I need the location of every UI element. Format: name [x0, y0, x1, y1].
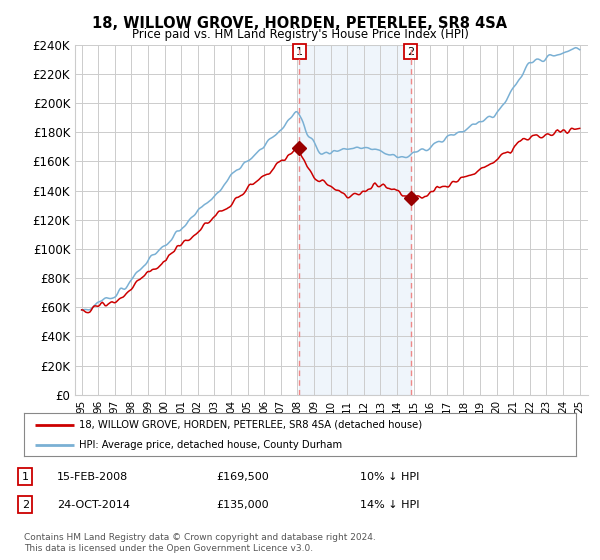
Text: 24-OCT-2014: 24-OCT-2014	[57, 500, 130, 510]
Text: 15-FEB-2008: 15-FEB-2008	[57, 472, 128, 482]
Text: Contains HM Land Registry data © Crown copyright and database right 2024.
This d: Contains HM Land Registry data © Crown c…	[24, 533, 376, 553]
Text: 2: 2	[22, 500, 29, 510]
Text: 1: 1	[296, 46, 303, 57]
Text: £169,500: £169,500	[216, 472, 269, 482]
Bar	[299, 45, 410, 395]
Text: 10% ↓ HPI: 10% ↓ HPI	[360, 472, 419, 482]
Text: 1: 1	[22, 472, 29, 482]
Text: 18, WILLOW GROVE, HORDEN, PETERLEE, SR8 4SA: 18, WILLOW GROVE, HORDEN, PETERLEE, SR8 …	[92, 16, 508, 31]
Text: 18, WILLOW GROVE, HORDEN, PETERLEE, SR8 4SA (detached house): 18, WILLOW GROVE, HORDEN, PETERLEE, SR8 …	[79, 419, 422, 430]
Text: £135,000: £135,000	[216, 500, 269, 510]
Text: 14% ↓ HPI: 14% ↓ HPI	[360, 500, 419, 510]
Text: HPI: Average price, detached house, County Durham: HPI: Average price, detached house, Coun…	[79, 440, 343, 450]
Text: Price paid vs. HM Land Registry's House Price Index (HPI): Price paid vs. HM Land Registry's House …	[131, 28, 469, 41]
Text: 2: 2	[407, 46, 414, 57]
